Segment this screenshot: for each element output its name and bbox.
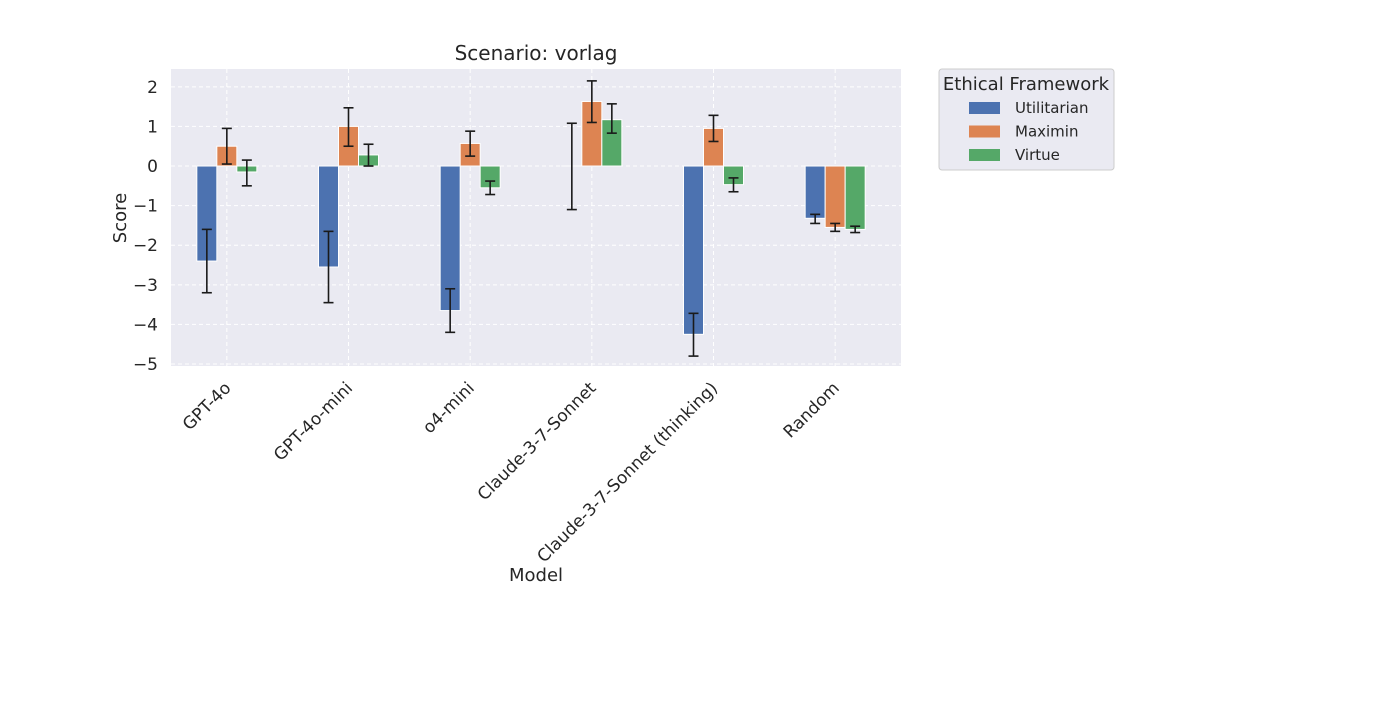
x-tick-labels: GPT-4o GPT-4o-mini o4-miniClaude-3-7-Sonne… bbox=[179, 378, 844, 567]
legend-title: Ethical Framework bbox=[943, 74, 1110, 95]
bar bbox=[844, 165, 866, 230]
legend-swatch bbox=[969, 149, 1000, 161]
x-axis-title: Model bbox=[509, 565, 563, 586]
x-tick-label: GPT-4o bbox=[179, 378, 235, 434]
y-tick-label: 1 bbox=[147, 117, 158, 137]
x-tick-label: o4-mini bbox=[419, 378, 478, 437]
y-tick-label: 2 bbox=[147, 78, 158, 98]
y-tick-labels: 2 1 0 −1 −2 −3 −4 −5 bbox=[133, 78, 158, 375]
x-tick-label: Random bbox=[780, 378, 844, 442]
y-tick-label: −2 bbox=[133, 236, 158, 256]
legend-swatch bbox=[969, 125, 1000, 138]
grid bbox=[171, 69, 901, 366]
y-tick-label: −1 bbox=[133, 197, 158, 217]
bar bbox=[683, 165, 704, 335]
legend-frame bbox=[938, 68, 1115, 171]
chart-title: Scenario: vorlag bbox=[455, 41, 618, 65]
bar bbox=[824, 165, 846, 228]
legend: Ethical Framework Utilitarian Maximin Virt… bbox=[938, 68, 1115, 171]
bars bbox=[196, 100, 866, 335]
y-tick-label: −4 bbox=[133, 315, 158, 335]
legend-swatch bbox=[969, 102, 1000, 114]
bar bbox=[804, 165, 826, 219]
y-tick-label: 0 bbox=[147, 157, 158, 177]
legend-label: Utilitarian bbox=[1015, 99, 1088, 117]
x-tick-label: GPT-4o-mini bbox=[270, 378, 357, 465]
y-tick-label: −3 bbox=[133, 276, 158, 296]
legend-label: Maximin bbox=[1015, 123, 1078, 141]
legend-label: Virtue bbox=[1015, 146, 1060, 164]
y-tick-label: −5 bbox=[133, 355, 158, 375]
error-bars bbox=[201, 80, 861, 357]
plot-area bbox=[171, 69, 901, 366]
x-tick-label: Claude-3-7-Sonnet bbox=[474, 378, 601, 505]
y-axis-title: Score bbox=[110, 193, 131, 243]
